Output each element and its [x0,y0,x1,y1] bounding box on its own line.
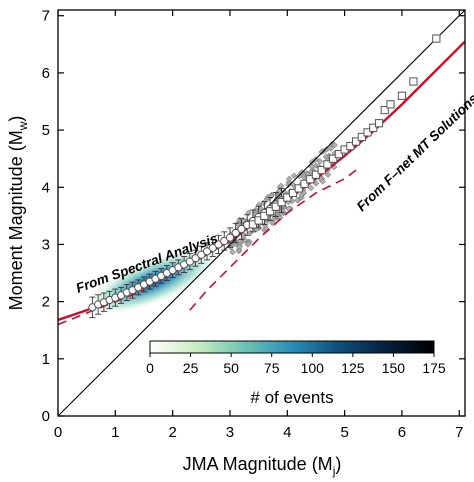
mt-bin-marker [363,128,372,137]
spectral-bin-marker [225,233,235,242]
scatter-point [318,148,325,156]
y-tick-label-7: 7 [42,8,50,25]
scatter-point [307,184,315,192]
scatter-point [324,171,332,178]
x-tick-label-3: 3 [226,424,234,441]
y-tick-label-0: 0 [42,408,50,425]
mt-bin-marker [300,179,309,188]
mt-bin-marker [329,154,338,163]
colorbar-tick-label-4: 100 [301,360,325,376]
mt-bin-marker [346,141,355,151]
plot-area [58,10,465,416]
scatter-point [229,248,236,256]
scatter-point [323,146,330,153]
mt-bin-marker [380,105,389,115]
mt-bin-marker [386,100,395,109]
scatter-point [286,175,293,183]
y-tick-label-1: 1 [42,351,50,368]
mt-bin-marker [294,184,303,193]
x-tick-label-5: 5 [340,424,348,441]
annotation-fnet: From F–net MT Solutions [354,90,474,214]
y-tick-label-2: 2 [42,294,50,311]
x-tick-label-1: 1 [111,424,119,441]
mt-bin-marker [369,123,378,132]
mt-bin-marker [432,34,441,43]
scatter-point [290,172,298,179]
mt-bin-marker [397,91,407,100]
scatter-point [240,232,247,239]
scatter-point [244,240,252,248]
scatter-point [280,208,287,216]
y-tick-label-5: 5 [42,122,50,139]
colorbar-tick-label-1: 25 [183,360,199,376]
mt-bin-marker [254,216,263,225]
mt-bin-marker [409,77,418,86]
scatter-point [331,141,338,149]
y-tick-label-3: 3 [42,236,50,253]
colorbar-ticks: 0 25 50 75 100 125 150 175 [146,353,446,376]
mt-bin-marker [351,137,361,146]
mt-bin-marker [271,202,280,211]
y-tick-label-6: 6 [42,65,50,82]
mt-bin-marker [317,166,326,175]
mt-bin-marker [288,188,298,198]
mt-bin-marker [323,160,332,169]
mt-bin-marker [334,150,343,159]
scatter-point [327,145,335,152]
colorbar-tick-label-2: 50 [223,360,239,376]
scatter-point [247,229,254,236]
spectral-bin-marker [237,224,246,234]
plot-frame [57,9,466,417]
colorbar-tick-label-3: 75 [264,360,280,376]
colorbar-gradient [149,340,435,354]
binned-markers [88,34,441,319]
dashed-line-3 [189,169,357,311]
mt-bin-marker [283,193,292,202]
scatter-point [277,182,285,190]
mt-bin-marker [374,119,384,128]
scatter-point [261,222,269,229]
scatter-point [294,196,301,204]
colorbar-tick-label-6: 150 [382,360,406,376]
x-tick-label-4: 4 [283,424,291,441]
spectral-bin-marker [231,228,240,238]
colorbar-tick-label-0: 0 [146,360,154,376]
y-axis-title: Moment Magnitude (Mw) [6,116,30,311]
scatter-point [319,178,326,185]
colorbar-title: # of events [250,388,333,407]
mt-bin-marker [277,198,286,207]
x-tick-label-6: 6 [398,424,406,441]
scatter-point [236,243,243,251]
y-tick-label-4: 4 [42,179,50,196]
x-tick-label-2: 2 [168,424,176,441]
mt-bin-marker [306,175,315,184]
y-axis: 0 1 2 3 4 5 6 7 [42,8,465,425]
x-tick-label-0: 0 [54,424,62,441]
x-axis-title: JMA Magnitude (Mj) [183,454,342,478]
colorbar-tick-label-5: 125 [341,360,365,376]
mt-bin-marker [265,207,275,216]
scatter-point [316,158,324,165]
x-axis: 0 1 2 3 4 5 6 7 [54,10,463,441]
colorbar-tick-label-7: 175 [422,360,446,376]
mt-bin-marker [260,211,269,220]
scatter-point [312,180,320,187]
colorbar: 0 25 50 75 100 125 150 175 # of events [146,340,446,407]
x-tick-label-7: 7 [455,424,463,441]
scatter-point [245,209,252,216]
mt-bin-marker [357,132,366,142]
mt-bin-marker [311,170,321,179]
